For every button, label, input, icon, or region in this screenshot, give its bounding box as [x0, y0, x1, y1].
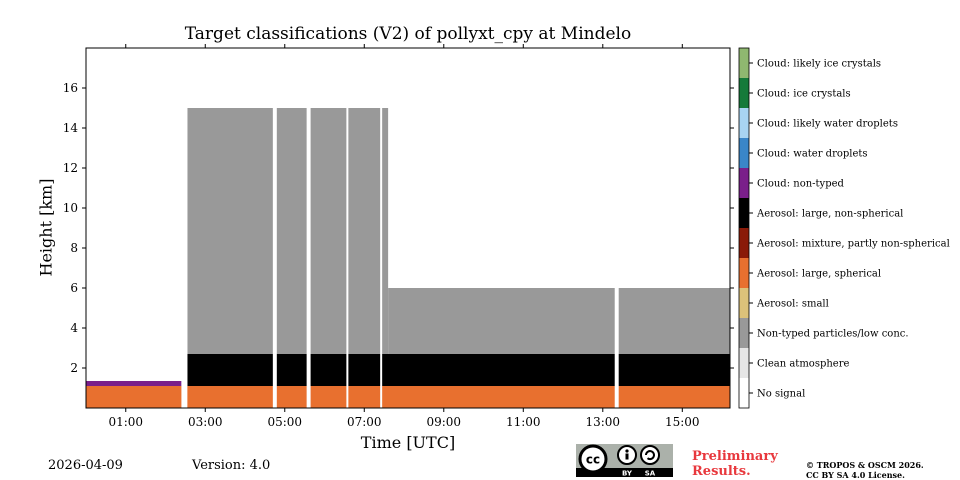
legend-swatch: [739, 48, 749, 78]
legend-swatch: [739, 378, 749, 408]
heatmap-region-0: [86, 386, 730, 408]
by-person-head: [625, 449, 629, 453]
no-signal-gap-3: [346, 48, 349, 408]
no-signal-gaps: [181, 48, 619, 408]
legend-label: Aerosol: large, spherical: [756, 269, 881, 280]
x-axis-label: Time [UTC]: [360, 433, 456, 452]
legend-swatch: [739, 258, 749, 288]
legend-label: Aerosol: large, non-spherical: [756, 209, 903, 220]
y-tick-label: 12: [63, 161, 78, 175]
y-tick-label: 16: [63, 81, 78, 95]
heatmap-region-4: [388, 288, 730, 354]
legend-swatch: [739, 108, 749, 138]
cc-license-badge: cc BY SA: [576, 444, 673, 477]
no-signal-gap-2: [306, 48, 311, 408]
no-signal-gap-1: [272, 48, 277, 408]
x-tick-label: 13:00: [585, 415, 620, 429]
copyright-line-2: CC BY SA 4.0 License.: [806, 470, 905, 480]
x-tick-label: 11:00: [506, 415, 541, 429]
y-tick-label: 14: [63, 121, 79, 135]
legend-swatch: [739, 288, 749, 318]
legend-swatch: [739, 198, 749, 228]
legend-swatch: [739, 138, 749, 168]
preliminary-results-note: Preliminary Results.: [692, 449, 778, 479]
cc-badge-strip: [576, 468, 673, 477]
cc-text: cc: [586, 453, 600, 467]
legend-label: Cloud: non-typed: [757, 179, 845, 190]
chart-title: Target classifications (V2) of pollyxt_c…: [184, 24, 632, 44]
copyright-line-1: © TROPOS & OSCM 2026.: [806, 460, 924, 470]
x-tick-label: 03:00: [188, 415, 223, 429]
legend-label: Cloud: ice crystals: [757, 89, 851, 100]
legend-label: Aerosol: mixture, partly non-spherical: [756, 239, 950, 250]
footer-version: Version: 4.0: [192, 458, 271, 473]
no-signal-gap-5: [614, 48, 619, 408]
x-tick-label: 09:00: [426, 415, 461, 429]
y-tick-label: 10: [63, 201, 78, 215]
plot-frame: [85, 47, 731, 409]
no-signal-gap-0: [181, 48, 188, 408]
legend-label: Aerosol: small: [756, 299, 829, 310]
y-tick-label: 6: [70, 281, 78, 295]
y-axis-label: Height [km]: [36, 178, 56, 277]
cc-icon: [578, 444, 608, 474]
legend-frame: [738, 47, 750, 409]
legend-swatch: [739, 78, 749, 108]
x-tick-label: 05:00: [267, 415, 302, 429]
legend-label: Cloud: likely ice crystals: [757, 59, 881, 70]
footer-date: 2026-04-09: [48, 458, 123, 473]
heatmap-regions: [86, 108, 731, 408]
heatmap-region-2: [187, 354, 731, 386]
legend-swatch: [739, 348, 749, 378]
legend-swatch: [739, 228, 749, 258]
y-axis: 2 4 6 8 10 12 14 16: [63, 81, 734, 375]
legend-swatch: [739, 168, 749, 198]
y-tick-label: 8: [70, 241, 78, 255]
legend-label: Non-typed particles/low conc.: [757, 329, 909, 340]
legend-colorbar: Cloud: likely ice crystals Cloud: ice cry…: [738, 47, 950, 409]
y-tick-label: 4: [70, 321, 78, 335]
no-signal-gap-4: [380, 48, 383, 408]
heatmap-region-3: [187, 108, 389, 354]
heatmap-region-1: [86, 381, 182, 386]
sa-arrow: [645, 450, 655, 461]
legend-label: Cloud: water droplets: [757, 149, 868, 160]
by-text: BY: [622, 470, 633, 478]
legend-swatch: [739, 318, 749, 348]
legend-label: Clean atmosphere: [757, 359, 850, 370]
x-tick-label: 07:00: [347, 415, 382, 429]
x-axis: 01:00 03:00 05:00 07:00 09:00 11:00 13:00 15:00: [108, 44, 700, 429]
x-tick-label: 15:00: [665, 415, 700, 429]
x-tick-label: 01:00: [108, 415, 143, 429]
by-person-body: [625, 453, 629, 460]
legend-label: Cloud: likely water droplets: [757, 119, 898, 130]
y-tick-label: 2: [70, 361, 78, 375]
copyright-notice: © TROPOS & OSCM 2026. CC BY SA 4.0 Licen…: [806, 460, 956, 480]
sa-text: SA: [645, 470, 656, 478]
legend-label: No signal: [757, 389, 805, 400]
sa-share-alike-icon: [640, 445, 660, 465]
